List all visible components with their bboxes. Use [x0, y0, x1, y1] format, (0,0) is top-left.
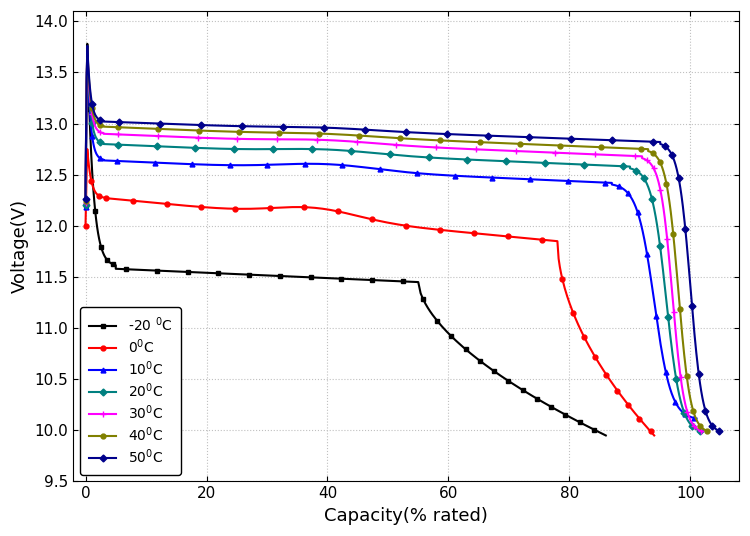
50$^0$C	[658, 142, 668, 148]
Line: 0$^0$C: 0$^0$C	[83, 147, 656, 438]
10$^0$C	[670, 397, 679, 403]
30$^0$C	[82, 47, 92, 53]
-20 $^0$C	[82, 41, 92, 47]
0$^0$C	[133, 198, 142, 204]
Line: 10$^0$C: 10$^0$C	[83, 51, 699, 421]
0$^0$C	[515, 234, 524, 241]
-20 $^0$C	[81, 202, 90, 209]
40$^0$C	[688, 406, 698, 412]
40$^0$C	[344, 132, 353, 138]
30$^0$C	[682, 407, 692, 413]
20$^0$C	[698, 428, 707, 435]
10$^0$C	[328, 161, 337, 168]
10$^0$C	[81, 204, 90, 211]
0$^0$C	[650, 432, 658, 438]
30$^0$C	[81, 200, 90, 206]
50$^0$C	[716, 428, 725, 435]
20$^0$C	[82, 49, 92, 55]
-20 $^0$C	[464, 348, 472, 354]
40$^0$C	[99, 123, 108, 129]
0$^0$C	[216, 205, 225, 212]
Line: 40$^0$C: 40$^0$C	[83, 46, 711, 434]
10$^0$C	[635, 218, 644, 224]
0$^0$C	[512, 234, 520, 241]
50$^0$C	[99, 118, 108, 124]
Line: -20 $^0$C: -20 $^0$C	[83, 41, 608, 438]
0$^0$C	[82, 146, 92, 152]
30$^0$C	[345, 138, 354, 145]
Line: 30$^0$C: 30$^0$C	[82, 47, 706, 435]
10$^0$C	[692, 415, 701, 422]
30$^0$C	[341, 138, 350, 144]
20$^0$C	[81, 202, 90, 209]
10$^0$C	[82, 51, 92, 57]
30$^0$C	[698, 428, 707, 435]
-20 $^0$C	[414, 279, 423, 285]
40$^0$C	[348, 132, 357, 138]
20$^0$C	[339, 147, 348, 154]
10$^0$C	[610, 182, 620, 189]
50$^0$C	[700, 405, 709, 412]
50$^0$C	[676, 185, 685, 191]
Legend: -20 $^0$C, 0$^0$C, 10$^0$C, 20$^0$C, 30$^0$C, 40$^0$C, 50$^0$C: -20 $^0$C, 0$^0$C, 10$^0$C, 20$^0$C, 30$…	[80, 307, 181, 474]
-20 $^0$C	[98, 247, 106, 253]
20$^0$C	[679, 407, 688, 414]
-20 $^0$C	[82, 79, 92, 86]
-20 $^0$C	[602, 432, 610, 438]
50$^0$C	[81, 196, 90, 203]
50$^0$C	[350, 126, 358, 132]
20$^0$C	[628, 166, 638, 173]
40$^0$C	[704, 428, 713, 435]
30$^0$C	[99, 130, 108, 137]
20$^0$C	[99, 140, 108, 147]
40$^0$C	[664, 191, 673, 198]
0$^0$C	[416, 225, 425, 231]
10$^0$C	[331, 161, 340, 168]
10$^0$C	[99, 157, 108, 163]
20$^0$C	[336, 147, 345, 153]
X-axis label: Capacity(% rated): Capacity(% rated)	[324, 507, 488, 525]
0$^0$C	[81, 222, 90, 229]
50$^0$C	[353, 126, 362, 132]
40$^0$C	[646, 149, 655, 155]
-20 $^0$C	[87, 152, 96, 158]
40$^0$C	[81, 198, 90, 205]
Line: 50$^0$C: 50$^0$C	[83, 43, 723, 434]
30$^0$C	[658, 197, 667, 204]
Y-axis label: Voltage(V): Voltage(V)	[11, 199, 29, 293]
40$^0$C	[82, 44, 92, 51]
50$^0$C	[82, 43, 92, 49]
30$^0$C	[640, 156, 649, 162]
20$^0$C	[650, 206, 658, 212]
-20 $^0$C	[496, 373, 506, 379]
Line: 20$^0$C: 20$^0$C	[83, 50, 705, 434]
0$^0$C	[622, 399, 631, 405]
